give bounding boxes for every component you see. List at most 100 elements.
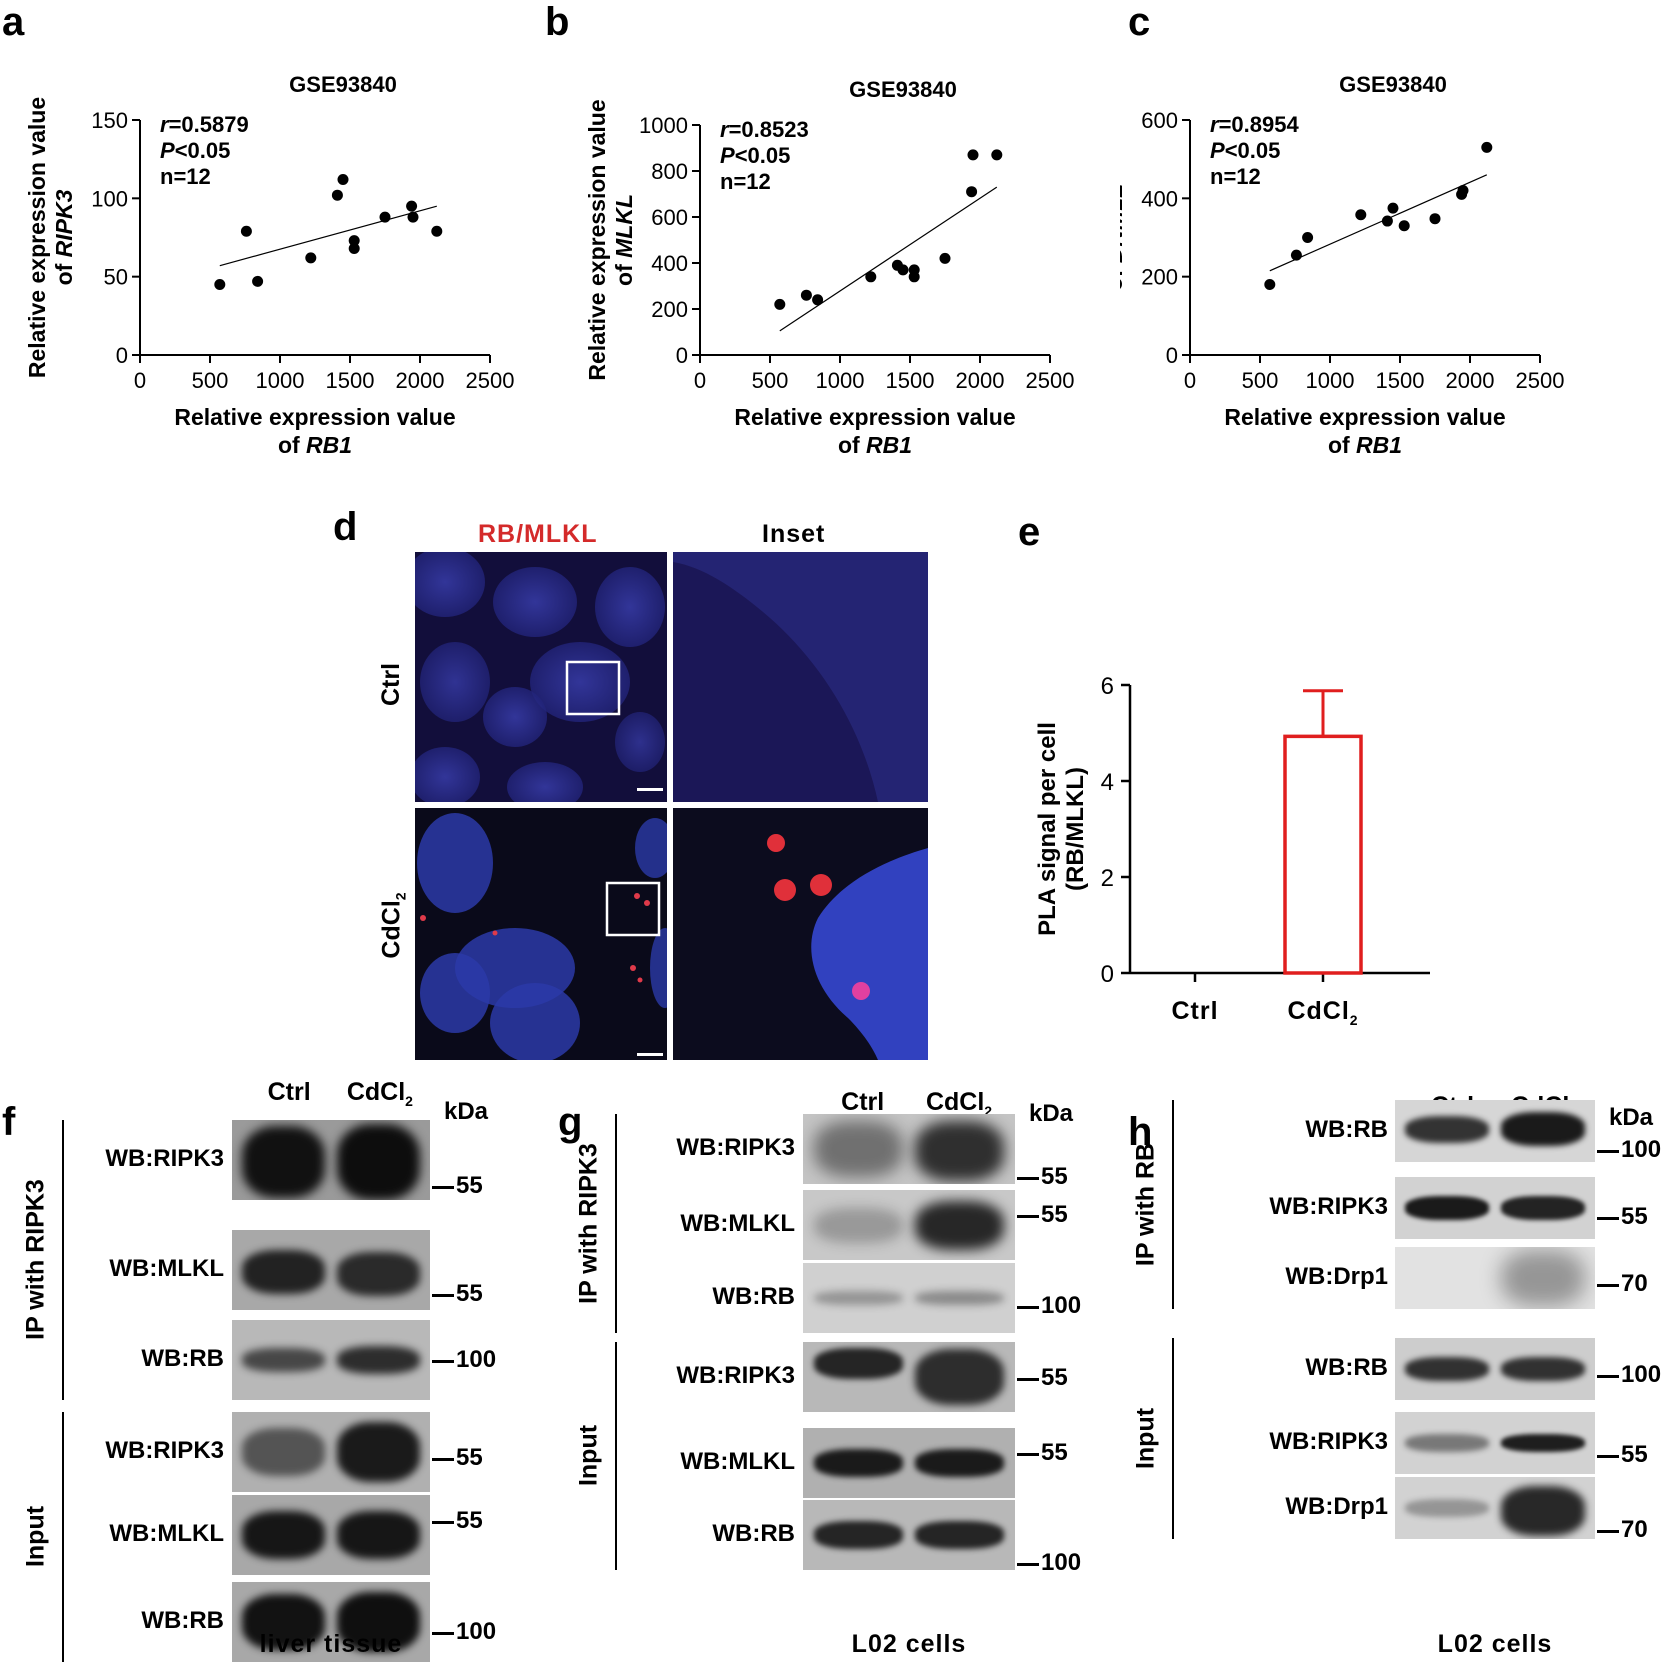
ip-marker-tick — [1017, 1177, 1039, 1180]
stat-n: n=12 — [160, 164, 211, 189]
ip-band — [241, 1348, 326, 1372]
regression-line — [219, 205, 437, 267]
ip-marker-tick — [1597, 1217, 1619, 1221]
input-band — [1405, 1433, 1489, 1453]
input-group-label: Input — [1131, 1407, 1160, 1469]
scatter-point — [331, 189, 343, 201]
x-tick-label: 1000 — [1306, 368, 1355, 393]
stat-r: r=0.8523 — [720, 117, 809, 142]
ip-label: WB:RIPK3 — [105, 1145, 224, 1172]
y-tick-label: 100 — [91, 186, 128, 211]
western-blot-h: CtrlCdCl2kDaWB:RB100WB:RIPK355WB:Drp170W… — [1120, 1092, 1670, 1662]
ip-label: WB:Drp1 — [1285, 1263, 1388, 1290]
input-band — [241, 1511, 326, 1559]
scatter-point — [812, 294, 824, 306]
ip-label: WB:RB — [712, 1283, 795, 1310]
ip-band — [813, 1291, 903, 1305]
stat-r: r=0.8954 — [1210, 112, 1299, 137]
scatter-point — [252, 275, 264, 287]
regression-line — [779, 186, 998, 332]
input-blot-strip — [232, 1412, 430, 1492]
panel-letter-g: g — [558, 1100, 583, 1144]
ip-group-label: IP with RIPK3 — [574, 1142, 603, 1304]
scatter-chart-b: GSE93840 0 200 400 600 800 1000 0 500 1000 1500 200… — [584, 77, 1075, 458]
input-blot-strip — [1395, 1412, 1595, 1474]
chart-title: GSE93840 — [289, 72, 397, 97]
scatter-point — [305, 252, 317, 264]
input-bracket — [62, 1412, 64, 1662]
input-marker-label: 100 — [456, 1617, 497, 1645]
scatter-point — [407, 211, 419, 223]
input-blot-strip — [803, 1428, 1015, 1498]
y-tick-label: 200 — [651, 297, 688, 322]
ip-marker-tick — [1017, 1306, 1039, 1310]
ip-blot-strip — [803, 1114, 1015, 1184]
x-tick-label: 0 — [134, 368, 146, 393]
ip-blot-strip — [803, 1263, 1015, 1333]
micrograph-cdcl2-inset — [673, 808, 928, 1060]
scatter-point — [406, 200, 418, 212]
scatter-point — [431, 225, 443, 237]
y-tick-label: 50 — [104, 265, 128, 290]
scatter-point — [379, 211, 391, 223]
ip-marker-label: 55 — [456, 1280, 483, 1307]
y-tick-label: 4 — [1101, 769, 1114, 796]
scatter-point — [1457, 185, 1469, 196]
ip-band — [336, 1252, 421, 1297]
x-axis-label-line1: Relative expression value — [1224, 404, 1505, 430]
ip-marker-tick — [432, 1294, 454, 1297]
x-tick-label: 500 — [752, 368, 789, 393]
input-marker-label: 55 — [1041, 1364, 1068, 1392]
ip-group-label: IP with RB — [1131, 1142, 1160, 1266]
ip-marker-label: 55 — [456, 1172, 483, 1200]
ip-bracket — [1172, 1100, 1174, 1309]
input-band — [241, 1594, 326, 1650]
scatter-point — [1481, 141, 1493, 153]
ip-band — [1501, 1112, 1585, 1147]
input-blot-strip — [803, 1342, 1015, 1412]
d-col-header-2: Inset — [762, 520, 826, 548]
y-tick-label: 800 — [651, 159, 688, 184]
input-marker-label: 55 — [1621, 1441, 1648, 1469]
input-marker-tick — [432, 1521, 454, 1525]
ip-marker-tick — [1017, 1214, 1039, 1218]
y-axis-label-line1: PLA signal per cell — [1034, 722, 1061, 936]
x-tick-label: 2500 — [1026, 368, 1075, 393]
input-blot-strip — [1395, 1477, 1595, 1539]
lane-label-cdcl2-sub: 2 — [984, 1103, 993, 1119]
ip-band — [813, 1207, 903, 1243]
kda-label: kDa — [444, 1098, 489, 1125]
scatter-chart-c: GSE93840 0 200 400 600 0 500 1000 1500 2000 2500 r=… — [1120, 72, 1564, 458]
ip-band — [336, 1124, 421, 1200]
input-marker-label: 55 — [1041, 1439, 1068, 1467]
kda-label: kDa — [1609, 1104, 1654, 1131]
scatter-point — [967, 149, 979, 161]
ip-blot-strip — [232, 1320, 430, 1400]
input-band — [1501, 1486, 1585, 1536]
ip-label: WB:RB — [141, 1345, 224, 1372]
input-group-label: Input — [574, 1424, 603, 1487]
scatter-point — [214, 279, 226, 290]
input-band — [1501, 1433, 1585, 1453]
lane-label-cdcl2-text: CdCl — [346, 1078, 406, 1106]
ip-bracket — [62, 1120, 64, 1400]
x-tick-label: 2500 — [466, 368, 515, 393]
ip-group-label: IP with RIPK3 — [21, 1179, 50, 1340]
x-tick-label: 500 — [192, 368, 229, 393]
x-tick-label: 1500 — [326, 368, 375, 393]
ip-label: WB:MLKL — [680, 1210, 795, 1237]
input-band — [1501, 1356, 1585, 1382]
input-band — [813, 1347, 903, 1380]
input-marker-tick — [1017, 1453, 1039, 1457]
d-row-label-ctrl: Ctrl — [377, 662, 406, 707]
y-axis-label-line1: Relative expression value — [584, 99, 610, 380]
ip-marker-tick — [1597, 1149, 1619, 1153]
input-label: WB:RB — [1305, 1354, 1388, 1381]
scatter-point — [908, 271, 920, 283]
input-marker-tick — [1017, 1563, 1039, 1566]
ip-band — [915, 1121, 1005, 1181]
scatter-point — [865, 271, 877, 283]
western-blot-f: Ctrl CdCl2 kDa WB:RIPK3 55 WB:MLKL 55 WB:RB 100 W… — [0, 1078, 560, 1662]
y-tick-label: 200 — [1141, 265, 1178, 290]
ip-blot-strip — [803, 1190, 1015, 1260]
